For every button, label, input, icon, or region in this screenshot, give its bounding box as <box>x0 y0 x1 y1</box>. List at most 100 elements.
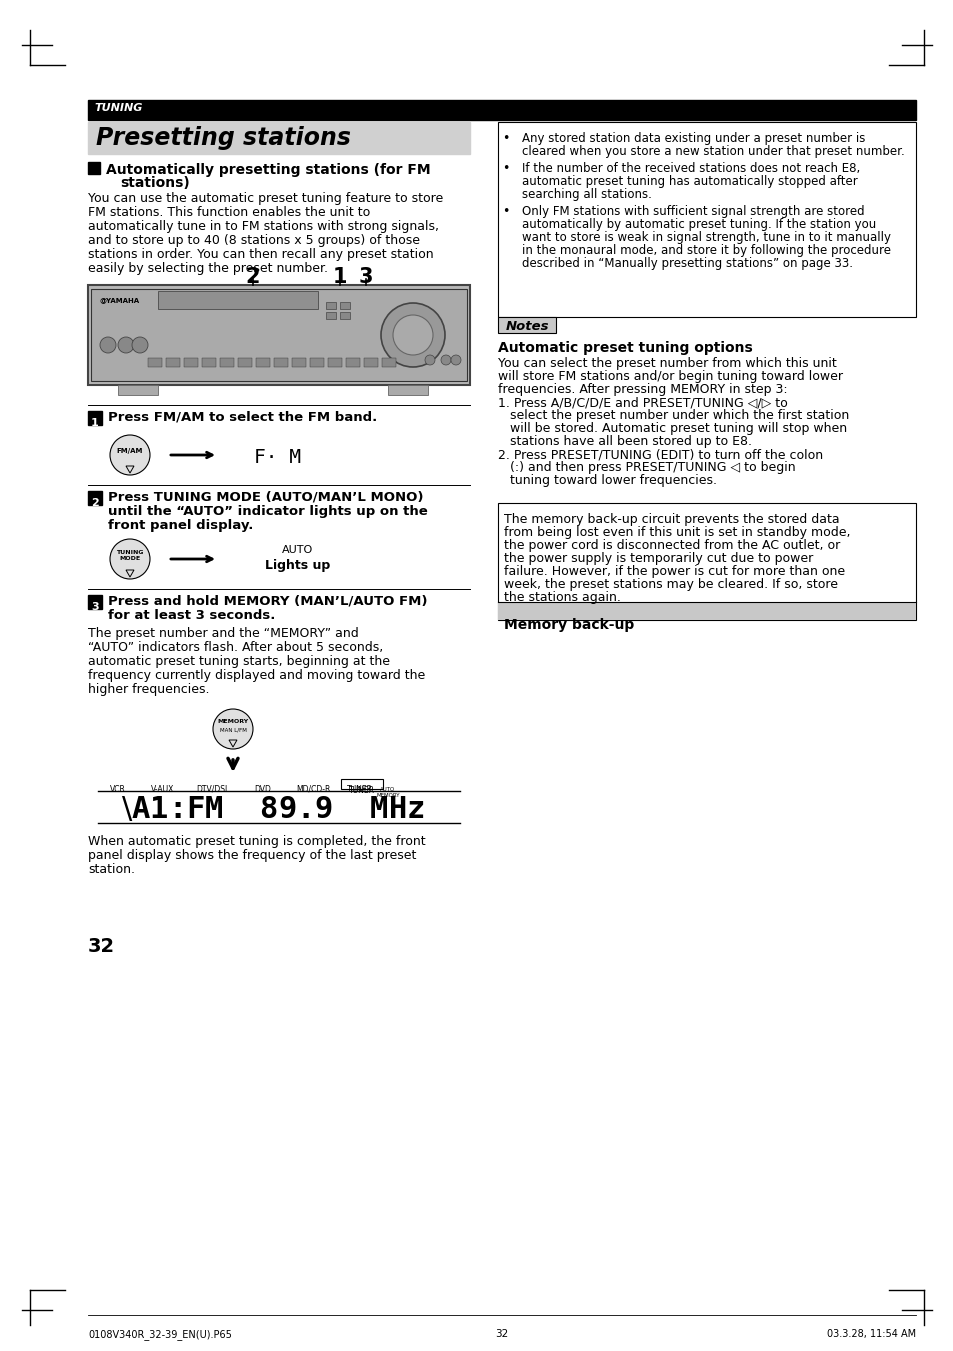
Text: stations in order. You can then recall any preset station: stations in order. You can then recall a… <box>88 249 434 261</box>
Text: want to store is weak in signal strength, tune in to it manually: want to store is weak in signal strength… <box>521 231 890 245</box>
Text: 03.3.28, 11:54 AM: 03.3.28, 11:54 AM <box>826 1329 915 1339</box>
Text: DVD: DVD <box>254 785 272 794</box>
Text: the power supply is temporarily cut due to power: the power supply is temporarily cut due … <box>503 553 812 565</box>
Bar <box>88 594 102 609</box>
Text: You can use the automatic preset tuning feature to store: You can use the automatic preset tuning … <box>88 192 443 205</box>
Bar <box>497 122 915 317</box>
Circle shape <box>132 336 148 353</box>
Bar <box>237 358 252 367</box>
Text: VCR: VCR <box>110 785 126 794</box>
Text: station.: station. <box>88 863 135 875</box>
Text: Notes: Notes <box>505 320 548 332</box>
Bar <box>202 358 215 367</box>
Text: the stations again.: the stations again. <box>503 590 620 604</box>
Text: failure. However, if the power is cut for more than one: failure. However, if the power is cut fo… <box>503 565 844 578</box>
Bar <box>88 285 470 385</box>
Bar <box>310 358 324 367</box>
Text: for at least 3 seconds.: for at least 3 seconds. <box>108 609 275 621</box>
Circle shape <box>451 355 460 365</box>
Circle shape <box>110 539 150 580</box>
Text: If the number of the received stations does not reach E8,: If the number of the received stations d… <box>521 162 860 176</box>
Text: Press FM/AM to select the FM band.: Press FM/AM to select the FM band. <box>108 411 376 424</box>
Text: 2: 2 <box>246 267 260 286</box>
Text: Lights up: Lights up <box>265 559 331 571</box>
Circle shape <box>393 315 433 355</box>
Text: 32: 32 <box>495 1329 508 1339</box>
Text: DTV/DSL: DTV/DSL <box>196 785 230 794</box>
Text: frequencies. After pressing MEMORY in step 3:: frequencies. After pressing MEMORY in st… <box>497 382 787 396</box>
Text: frequency currently displayed and moving toward the: frequency currently displayed and moving… <box>88 669 425 682</box>
Bar <box>497 603 915 620</box>
Text: automatically tune in to FM stations with strong signals,: automatically tune in to FM stations wit… <box>88 220 438 232</box>
Text: automatic preset tuning starts, beginning at the: automatic preset tuning starts, beginnin… <box>88 655 390 667</box>
Text: The preset number and the “MEMORY” and: The preset number and the “MEMORY” and <box>88 627 358 640</box>
Text: AUTO
MEMORY: AUTO MEMORY <box>375 788 399 798</box>
Bar <box>388 385 428 394</box>
Text: $\mathsf{\backslash}$A1:FM  89.9  MHz: $\mathsf{\backslash}$A1:FM 89.9 MHz <box>121 794 424 824</box>
Text: 0108V340R_32-39_EN(U).P65: 0108V340R_32-39_EN(U).P65 <box>88 1329 232 1340</box>
Text: TUNER: TUNER <box>349 786 375 794</box>
Text: stations): stations) <box>120 176 190 190</box>
Text: Press TUNING MODE (AUTO/MAN’L MONO): Press TUNING MODE (AUTO/MAN’L MONO) <box>108 490 423 504</box>
Bar <box>381 358 395 367</box>
Text: Memory back-up: Memory back-up <box>503 617 634 632</box>
Text: select the preset number under which the first station: select the preset number under which the… <box>497 409 848 422</box>
Bar <box>91 289 467 381</box>
Circle shape <box>380 303 444 367</box>
Text: FM stations. This function enables the unit to: FM stations. This function enables the u… <box>88 205 370 219</box>
Text: from being lost even if this unit is set in standby mode,: from being lost even if this unit is set… <box>503 526 850 539</box>
Bar <box>158 290 317 309</box>
Text: •: • <box>502 205 509 218</box>
Text: the power cord is disconnected from the AC outlet, or: the power cord is disconnected from the … <box>503 539 840 553</box>
Bar <box>88 100 915 120</box>
Text: in the monaural mode, and store it by following the procedure: in the monaural mode, and store it by fo… <box>521 245 890 257</box>
Text: automatically by automatic preset tuning. If the station you: automatically by automatic preset tuning… <box>521 218 876 231</box>
Circle shape <box>110 435 150 476</box>
Text: When automatic preset tuning is completed, the front: When automatic preset tuning is complete… <box>88 835 425 848</box>
Text: The memory back-up circuit prevents the stored data: The memory back-up circuit prevents the … <box>503 513 839 526</box>
Bar <box>274 358 288 367</box>
Text: cleared when you store a new station under that preset number.: cleared when you store a new station und… <box>521 145 903 158</box>
Text: 1. Press A/B/C/D/E and PRESET/TUNING ◁/▷ to: 1. Press A/B/C/D/E and PRESET/TUNING ◁/▷… <box>497 396 787 409</box>
Text: Automatic preset tuning options: Automatic preset tuning options <box>497 340 752 355</box>
Circle shape <box>100 336 116 353</box>
Text: 1: 1 <box>91 417 99 428</box>
Text: AUTO: AUTO <box>282 544 314 555</box>
Bar <box>220 358 233 367</box>
Text: stations have all been stored up to E8.: stations have all been stored up to E8. <box>497 435 751 449</box>
Text: will be stored. Automatic preset tuning will stop when: will be stored. Automatic preset tuning … <box>497 422 846 435</box>
Text: Automatically presetting stations (for FM: Automatically presetting stations (for F… <box>106 163 430 177</box>
Text: Any stored station data existing under a preset number is: Any stored station data existing under a… <box>521 132 864 145</box>
Bar <box>339 303 350 309</box>
Circle shape <box>424 355 435 365</box>
Text: easily by selecting the preset number.: easily by selecting the preset number. <box>88 262 328 276</box>
Bar <box>292 358 306 367</box>
Bar <box>255 358 270 367</box>
Text: tuning toward lower frequencies.: tuning toward lower frequencies. <box>497 474 717 486</box>
Bar <box>148 358 162 367</box>
Bar <box>339 312 350 319</box>
Text: •: • <box>502 162 509 176</box>
Text: FM/AM: FM/AM <box>116 449 143 454</box>
Text: •: • <box>502 132 509 145</box>
Bar <box>88 122 470 154</box>
Polygon shape <box>126 466 133 473</box>
Text: 1: 1 <box>333 267 347 286</box>
Text: 3: 3 <box>91 603 99 612</box>
Circle shape <box>440 355 451 365</box>
Bar <box>346 358 359 367</box>
Bar <box>497 317 556 332</box>
Text: V-AUX: V-AUX <box>152 785 174 794</box>
Bar <box>328 358 341 367</box>
Text: MD/CD-R: MD/CD-R <box>295 785 330 794</box>
Bar <box>326 303 335 309</box>
Bar <box>340 780 382 789</box>
Text: and to store up to 40 (8 stations x 5 groups) of those: and to store up to 40 (8 stations x 5 gr… <box>88 234 419 247</box>
Text: will store FM stations and/or begin tuning toward lower: will store FM stations and/or begin tuni… <box>497 370 842 382</box>
Bar <box>88 490 102 505</box>
Text: higher frequencies.: higher frequencies. <box>88 684 210 696</box>
Polygon shape <box>126 570 133 577</box>
Polygon shape <box>229 740 236 747</box>
Text: automatic preset tuning has automatically stopped after: automatic preset tuning has automaticall… <box>521 176 857 188</box>
Text: Press and hold MEMORY (MAN’L/AUTO FM): Press and hold MEMORY (MAN’L/AUTO FM) <box>108 594 427 608</box>
